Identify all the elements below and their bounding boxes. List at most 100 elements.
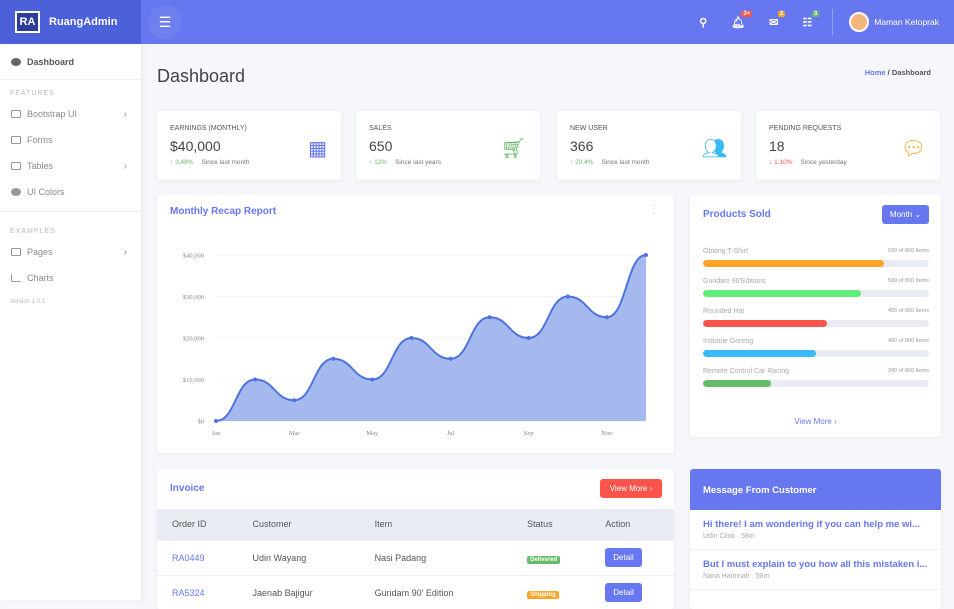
stat-since: Since yesterday [800, 159, 847, 166]
products-view-more-link[interactable]: View More › [690, 417, 941, 426]
comments-icon: 💬︎ [900, 138, 926, 160]
product-name: Indomie Goreng [703, 338, 754, 345]
progress-fill [703, 320, 828, 327]
stat-change: ↑ 20.4% [570, 159, 594, 166]
y-tick-label: $0 [198, 419, 205, 426]
message-meta: Udin Cilok · 58m [703, 533, 755, 540]
brand[interactable]: RA RuangAdmin [0, 0, 141, 44]
stat-label: EARNINGS (MONTHLY) [170, 125, 247, 132]
progress-bar [703, 260, 929, 267]
sidebar-item-bootstrap-ui[interactable]: Bootstrap UI › [0, 101, 141, 127]
chart-icon [11, 274, 21, 282]
invoice-view-more-button[interactable]: View More › [600, 479, 662, 498]
change-value: 3.48% [175, 159, 194, 166]
message-item[interactable]: But I must explain to you how all this m… [690, 550, 941, 590]
arrow-up-icon: ↑ [369, 159, 373, 166]
breadcrumb-home[interactable]: Home [864, 68, 886, 77]
data-point [214, 419, 218, 423]
link-label: View More [794, 417, 832, 426]
window-icon [11, 110, 21, 118]
stat-footer: ↑ 3.48% Since last month [170, 159, 250, 166]
dropdown-label: Month [889, 210, 913, 219]
progress-bar [703, 350, 929, 357]
product-count: 455 of 800 Items [888, 308, 929, 314]
stat-value: 366 [570, 138, 594, 154]
stat-change: ↑ 12% [369, 159, 387, 166]
area-chart: $0 $10,000 $20,000 $30,000 $40,000 Jan Mar May J… [183, 253, 648, 437]
product-count: 400 of 800 Items [888, 338, 929, 344]
column-header: Action [590, 509, 674, 540]
sidebar-toggle-button[interactable]: ☰ [148, 5, 182, 39]
detail-button[interactable]: Detail [605, 583, 642, 603]
avatar[interactable] [849, 12, 870, 32]
dashboard-icon [11, 57, 21, 66]
message-item[interactable]: Hi there! I am wondering if you can help… [690, 510, 941, 550]
sidebar-item-dashboard[interactable]: Dashboard [0, 44, 141, 80]
column-header: Item [359, 509, 513, 540]
sidebar-item-pages[interactable]: Pages › [0, 239, 141, 265]
chevron-down-icon: ⌄ [914, 210, 922, 219]
invoice-table: Order ID Customer Item Status Action RA0449 … [157, 509, 674, 609]
product-item: Rounded Hat 455 of 800 Items [703, 308, 929, 330]
more-options-icon[interactable]: ⋮ [649, 204, 659, 215]
stat-label: NEW USER [570, 125, 608, 132]
data-point [448, 356, 453, 361]
change-value: 20.4% [575, 159, 594, 166]
customer-cell: Jaenab Bajigur [237, 574, 360, 609]
table-row: RA0449 Udin Wayang Nasi Padang Delivered… [157, 539, 674, 575]
sidebar-item-charts[interactable]: Charts [0, 265, 141, 291]
x-tick-label: Sep [524, 430, 534, 437]
envelope-icon[interactable]: ✉ 2 [769, 10, 786, 29]
month-filter-dropdown[interactable]: Month ⌄ [882, 205, 929, 224]
tasks-icon[interactable]: ☷ 3 [802, 10, 820, 29]
product-item: Oblong T-Shirt 600 of 800 Items [703, 248, 929, 270]
message-text: Hi there! I am wondering if you can help… [703, 519, 920, 530]
table-icon [11, 162, 21, 170]
monthly-recap-card: Monthly Recap Report ⋮ $0 $10,000 $20,000 $… [157, 195, 674, 453]
messages-badge: 2 [778, 10, 786, 17]
product-count: 500 of 800 Items [888, 278, 929, 284]
features-heading: FEATURES [10, 90, 55, 97]
detail-button[interactable]: Detail [605, 548, 642, 567]
invoice-card: Invoice View More › Order ID Customer Item… [157, 469, 674, 609]
product-item: Indomie Goreng 400 of 800 Items [703, 338, 929, 360]
progress-bar [703, 290, 929, 297]
data-point [644, 253, 648, 257]
data-point [292, 398, 297, 403]
messages-title: Message From Customer [690, 469, 941, 510]
change-value: 1.10% [774, 159, 793, 166]
message-meta: Nana Haminah · 58m [703, 573, 770, 580]
progress-bar [703, 320, 929, 327]
chevron-right-icon: › [834, 417, 837, 426]
y-tick-label: $40,000 [183, 253, 204, 260]
sidebar-item-label: Charts [27, 273, 54, 283]
product-count: 200 of 800 Items [888, 368, 929, 374]
stat-value: 650 [369, 138, 393, 154]
stat-footer: ↑ 12% Since last years [369, 159, 441, 166]
search-icon[interactable]: ⚲ [699, 16, 708, 29]
product-name: Gundam 90'Editions [703, 278, 766, 285]
stat-change: ↓ 1.10% [769, 159, 793, 166]
column-header: Status [512, 509, 591, 540]
order-id-link[interactable]: RA0449 [172, 552, 205, 563]
order-id-link[interactable]: RA5324 [172, 587, 205, 598]
sidebar-item-label: Bootstrap UI [27, 109, 78, 119]
message-text: But I must explain to you how all this m… [703, 559, 928, 570]
examples-heading: EXAMPLES [10, 228, 56, 235]
sidebar-item-forms[interactable]: Forms [0, 127, 141, 153]
product-count: 600 of 800 Items [888, 248, 929, 254]
stat-card: NEW USER 366 ↑ 20.4% Since last month 👥︎ [557, 111, 741, 180]
brand-name: RuangAdmin [49, 16, 118, 28]
y-tick-label: $30,000 [183, 294, 204, 301]
sidebar-item-tables[interactable]: Tables › [0, 153, 141, 179]
item-cell: Gundam 90' Edition [359, 574, 513, 609]
button-label: View More [609, 484, 648, 493]
sidebar-item-ui-colors[interactable]: UI Colors [0, 179, 141, 205]
sidebar-item-label: Pages [27, 247, 53, 257]
bell-icon[interactable]: 🔔︎ 3+ [731, 10, 753, 29]
data-point [526, 336, 531, 340]
chevron-right-icon: › [123, 246, 127, 258]
stat-change: ↑ 3.48% [170, 159, 194, 166]
user-name[interactable]: Maman Ketoprak [874, 17, 939, 27]
messages-card: Message From Customer Hi there! I am won… [690, 469, 941, 609]
